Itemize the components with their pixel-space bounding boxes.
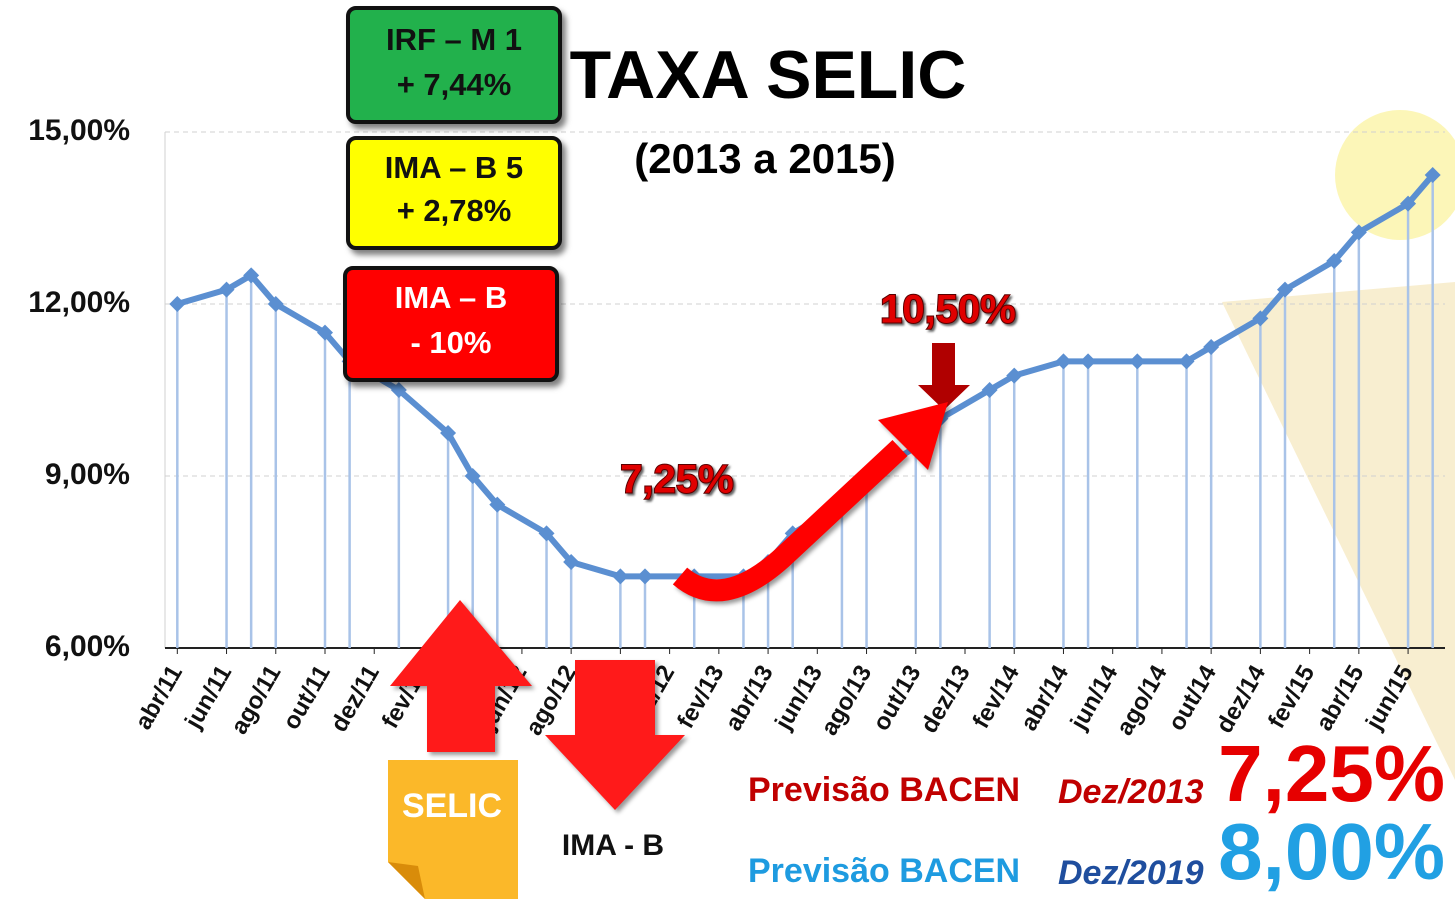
box-text: IRF – M 1	[386, 22, 522, 57]
box-imab	[343, 266, 559, 382]
forecast-value: 7,25%	[1218, 729, 1445, 818]
forecast-label: Previsão BACEN	[748, 852, 1020, 890]
point-marker	[390, 382, 407, 398]
up-arrow	[390, 600, 532, 752]
box-text: IMA – B 5	[385, 150, 523, 185]
y-tick-label: 6,00%	[45, 630, 130, 663]
sticky-fold	[388, 862, 425, 899]
point-marker	[464, 468, 481, 484]
x-tick-label: ago/11	[226, 661, 287, 739]
x-tick-label: abr/11	[130, 661, 188, 735]
rise-arrow	[672, 402, 948, 602]
chart-title: TAXA SELIC	[570, 37, 967, 113]
plot-area: 6,00%9,00%12,00%15,00%abr/11jun/11ago/11…	[28, 114, 1445, 740]
x-tick-label: abr/13	[720, 661, 779, 736]
point-marker	[317, 324, 333, 341]
point-marker	[169, 296, 186, 312]
point-marker	[1178, 353, 1195, 370]
point-marker	[637, 568, 653, 585]
box-text: IMA – B	[395, 280, 508, 315]
sticky-note	[388, 760, 518, 899]
point-marker	[1203, 339, 1220, 355]
point-marker	[1277, 281, 1293, 298]
point-marker	[267, 296, 284, 312]
x-tick-label: abr/14	[1015, 660, 1074, 735]
annotation: 10,50%	[880, 288, 1016, 332]
annotation: 7,25%	[620, 458, 733, 502]
y-tick-label: 12,00%	[28, 286, 130, 319]
chart-subtitle: (2013 a 2015)	[634, 135, 896, 182]
point-marker	[489, 496, 506, 513]
point-marker	[218, 281, 235, 298]
box-text: + 7,44%	[397, 67, 512, 102]
point-marker	[440, 425, 457, 441]
point-marker	[243, 267, 260, 284]
x-tick-label: dez/13	[916, 661, 976, 738]
sun-highlight	[1335, 110, 1455, 240]
forecast-date: Dez/2019	[1058, 854, 1204, 892]
point-marker	[612, 568, 629, 585]
x-tick-label: ago/14	[1111, 660, 1173, 740]
y-tick-label: 15,00%	[28, 114, 130, 147]
x-tick-label: abr/15	[1311, 661, 1370, 736]
y-tick-label: 9,00%	[45, 458, 130, 491]
x-tick-label: dez/14	[1211, 660, 1271, 738]
point-marker	[1080, 353, 1097, 370]
point-marker	[1252, 310, 1269, 327]
point-marker	[1006, 367, 1023, 384]
arrow-label: IMA - B	[562, 829, 664, 862]
point-marker	[538, 525, 555, 542]
point-marker	[981, 382, 998, 398]
x-tick-label: dez/11	[326, 661, 385, 737]
box-imab5	[346, 136, 562, 250]
box-text: - 10%	[411, 325, 492, 360]
point-marker	[1424, 167, 1441, 183]
down-arrow-small	[918, 343, 970, 410]
point-marker	[1129, 353, 1146, 370]
forecast-value: 8,00%	[1218, 807, 1445, 896]
forecast-date: Dez/2013	[1058, 773, 1204, 811]
point-marker	[1326, 253, 1343, 269]
box-irf	[346, 6, 562, 124]
arrow-label: SELIC	[402, 787, 502, 825]
point-marker	[563, 554, 580, 570]
down-arrow	[545, 660, 685, 810]
box-text: + 2,78%	[397, 193, 512, 228]
point-marker	[1350, 224, 1367, 241]
point-marker	[1055, 353, 1072, 370]
light-wedge	[1222, 282, 1455, 780]
forecast-label: Previsão BACEN	[748, 771, 1020, 809]
point-marker	[1400, 195, 1417, 212]
x-tick-label: jun/15	[1360, 661, 1419, 735]
